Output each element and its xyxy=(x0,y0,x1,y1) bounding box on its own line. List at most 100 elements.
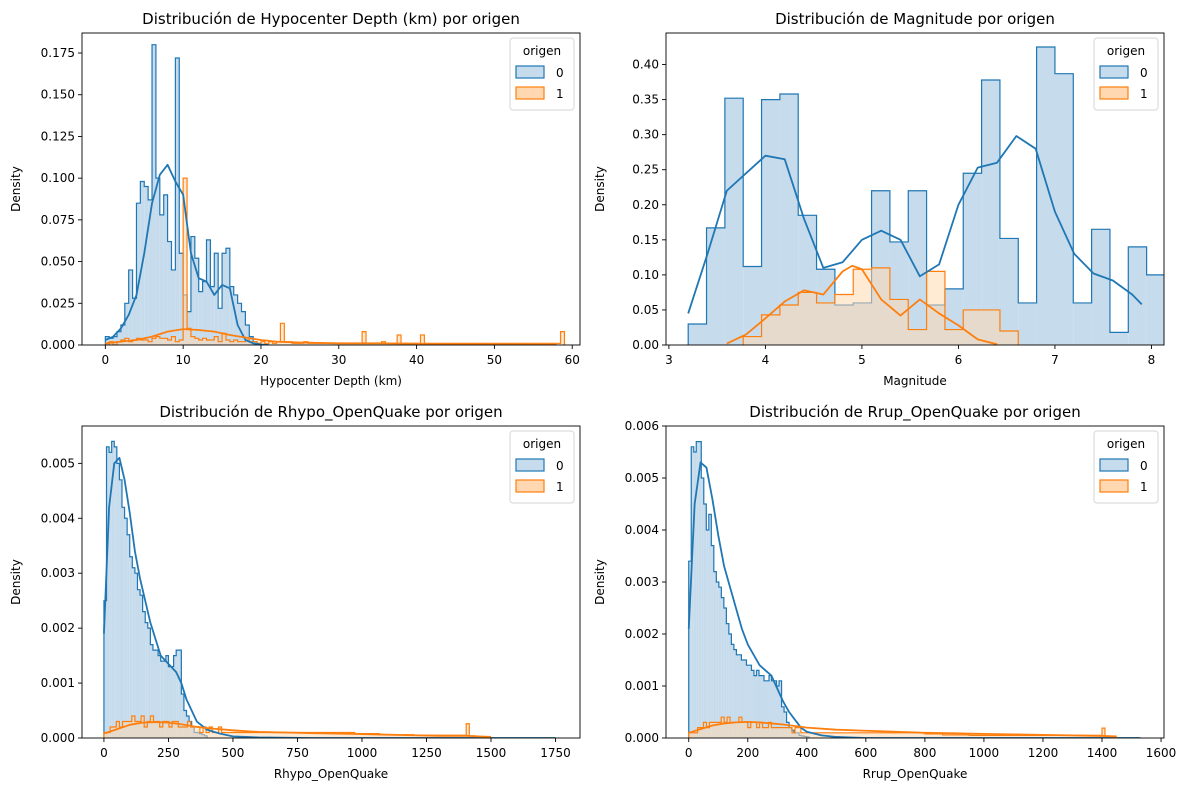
hist-bar-series-1 xyxy=(326,732,330,738)
hist-bar-series-0 xyxy=(137,589,141,738)
hist-bar-series-0 xyxy=(181,694,184,738)
hist-bar-series-1 xyxy=(759,722,763,738)
hist-bar-series-1 xyxy=(856,732,860,738)
hist-bar-series-1 xyxy=(120,339,125,345)
hist-bar-series-1 xyxy=(376,733,380,738)
hist-bar-series-1 xyxy=(268,732,272,738)
hist-bar-series-1 xyxy=(206,339,211,345)
hist-bar-series-1 xyxy=(132,339,137,345)
hist-bar-series-0 xyxy=(158,655,161,738)
hist-bar-series-1 xyxy=(556,343,561,345)
hist-bar-series-1 xyxy=(159,727,163,738)
hist-bar-series-1 xyxy=(299,343,304,345)
hist-bar-series-0 xyxy=(706,530,709,738)
hist-bar-series-1 xyxy=(134,721,138,738)
hist-bar-series-0 xyxy=(716,582,719,738)
chart-title: Distribución de Hypocenter Depth (km) po… xyxy=(142,10,520,28)
hist-bar-series-1 xyxy=(397,334,402,345)
hist-bar-series-1 xyxy=(1013,735,1017,738)
hist-bar-series-1 xyxy=(225,339,230,345)
hist-bar-series-1 xyxy=(215,732,219,738)
hist-bar-series-0 xyxy=(119,479,122,738)
hist-bar-series-1 xyxy=(951,734,955,738)
hist-bar-series-0 xyxy=(743,660,747,738)
hist-bar-series-0 xyxy=(771,680,775,738)
hist-bar-series-1 xyxy=(862,732,866,738)
hist-bar-series-1 xyxy=(1060,735,1064,738)
hist-bar-series-0 xyxy=(963,173,982,345)
x-tick-label: 1000 xyxy=(347,746,378,760)
y-tick-label: 0.30 xyxy=(632,128,659,142)
hist-bar-series-0 xyxy=(132,567,135,738)
hist-bar-series-1 xyxy=(272,343,277,345)
x-tick-label: 1500 xyxy=(476,746,507,760)
hist-bar-series-1 xyxy=(1010,735,1014,738)
hist-bar-series-1 xyxy=(741,722,745,738)
hist-bar-series-0 xyxy=(1091,229,1110,345)
hist-bar-series-1 xyxy=(156,721,160,738)
hist-bar-series-0 xyxy=(1018,302,1037,345)
x-tick-label: 250 xyxy=(157,746,180,760)
hist-bar-series-1 xyxy=(981,309,1000,345)
legend-swatch-1 xyxy=(1099,86,1129,100)
hist-bar-series-1 xyxy=(150,716,154,738)
chart-title: Distribución de Rrup_OpenQuake por orige… xyxy=(749,403,1080,422)
hist-bar-series-1 xyxy=(851,732,855,738)
hist-bar-series-1 xyxy=(1069,735,1073,738)
hist-bar-series-1 xyxy=(948,734,952,738)
hist-bar-series-0 xyxy=(237,303,242,345)
hist-bar-series-1 xyxy=(246,732,250,738)
x-tick-label: 7 xyxy=(1051,353,1059,367)
hist-bar-series-1 xyxy=(249,732,253,738)
hist-bar-series-0 xyxy=(774,680,777,738)
hist-bar-series-1 xyxy=(416,735,420,738)
hist-bar-series-0 xyxy=(163,194,168,345)
hist-bar-series-1 xyxy=(795,727,798,738)
hist-bar-series-0 xyxy=(229,286,234,345)
hist-bar-series-1 xyxy=(735,722,739,738)
hist-bar-series-0 xyxy=(756,670,759,738)
x-tick-label: 1200 xyxy=(1028,746,1059,760)
hist-bar-series-1 xyxy=(264,732,269,738)
hist-bar-series-1 xyxy=(939,733,943,738)
hist-bar-series-1 xyxy=(183,178,188,345)
y-tick-label: 0.20 xyxy=(632,198,659,212)
x-tick-label: 750 xyxy=(286,746,309,760)
plot-area xyxy=(104,44,566,345)
hist-bar-series-0 xyxy=(736,654,739,738)
hist-bar-series-1 xyxy=(1034,735,1038,738)
hist-bar-series-1 xyxy=(854,732,857,738)
hist-bar-series-1 xyxy=(730,722,734,738)
hist-bar-series-1 xyxy=(305,732,309,738)
hist-bar-series-1 xyxy=(398,734,402,738)
hist-bar-series-1 xyxy=(432,735,436,738)
hist-bar-series-1 xyxy=(147,721,151,738)
hist-bar-series-1 xyxy=(924,733,928,738)
hist-bar-series-1 xyxy=(750,722,754,738)
legend-swatch-0 xyxy=(515,458,545,472)
hist-bar-series-1 xyxy=(1093,735,1097,738)
hist-bar-series-1 xyxy=(868,732,872,738)
hist-bar-series-1 xyxy=(756,727,760,738)
x-tick-label: 600 xyxy=(854,746,877,760)
x-tick-label: 20 xyxy=(253,353,268,367)
hist-bar-series-0 xyxy=(696,441,699,738)
hist-bar-series-1 xyxy=(221,732,225,738)
hist-bar-series-1 xyxy=(800,732,804,738)
hist-bar-series-0 xyxy=(711,545,714,738)
legend-label-0: 0 xyxy=(556,66,564,80)
hist-bar-series-0 xyxy=(167,241,172,345)
hist-bar-series-1 xyxy=(998,735,1002,738)
hist-bar-series-1 xyxy=(697,727,701,738)
hist-bar-series-0 xyxy=(751,670,754,738)
y-tick-label: 0.00 xyxy=(632,338,659,352)
hist-bar-series-0 xyxy=(106,446,110,738)
hist-bar-series-0 xyxy=(769,675,772,738)
hist-bar-series-1 xyxy=(141,716,145,738)
hist-bar-series-1 xyxy=(1051,735,1055,738)
hist-bar-series-1 xyxy=(261,732,265,738)
x-tick-label: 1750 xyxy=(540,746,571,760)
hist-bar-series-0 xyxy=(171,666,174,738)
hist-bar-series-0 xyxy=(761,675,765,738)
hist-bar-series-0 xyxy=(117,331,121,345)
